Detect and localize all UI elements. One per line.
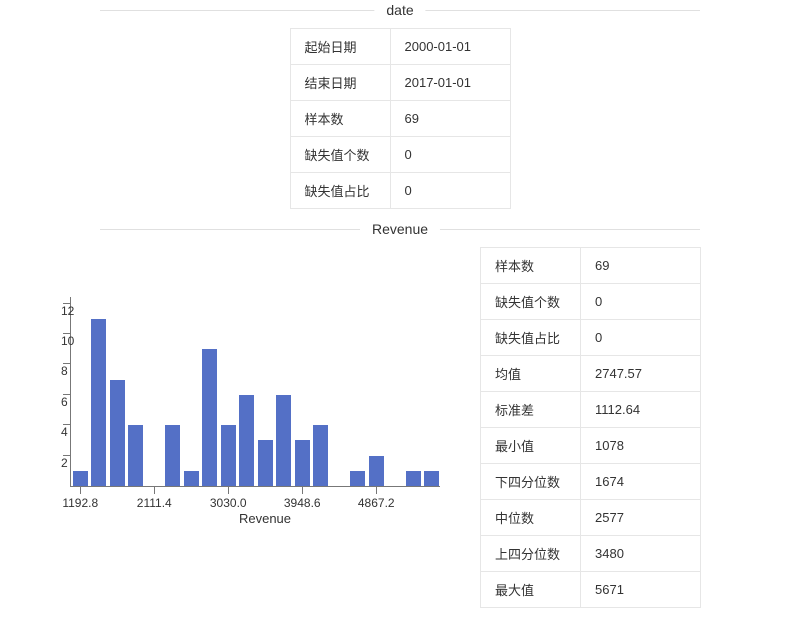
table-row: 起始日期2000-01-01 — [290, 29, 510, 65]
stat-value: 0 — [581, 284, 701, 320]
date-section-header: date — [100, 0, 700, 20]
y-tick-label: 2 — [61, 456, 71, 470]
y-tick-label: 10 — [61, 334, 71, 348]
table-row: 最大值5671 — [481, 572, 701, 608]
stat-value: 0 — [390, 137, 510, 173]
y-tick-label: 6 — [61, 395, 71, 409]
date-section-title: date — [374, 2, 425, 18]
stat-value: 2000-01-01 — [390, 29, 510, 65]
revenue-histogram: 24681012 1192.82111.43030.03948.64867.2 … — [30, 297, 460, 526]
table-row: 均值2747.57 — [481, 356, 701, 392]
revenue-section-header: Revenue — [100, 219, 700, 239]
x-tick-label: 1192.8 — [62, 486, 98, 510]
date-stats-table-wrap: 起始日期2000-01-01结束日期2017-01-01样本数69缺失值个数0缺… — [0, 28, 800, 209]
stat-value: 2577 — [581, 500, 701, 536]
table-row: 缺失值占比0 — [481, 320, 701, 356]
histogram-bar — [350, 471, 365, 486]
stat-label: 上四分位数 — [481, 536, 581, 572]
table-row: 缺失值占比0 — [290, 173, 510, 209]
date-stats-table: 起始日期2000-01-01结束日期2017-01-01样本数69缺失值个数0缺… — [290, 28, 511, 209]
table-row: 中位数2577 — [481, 500, 701, 536]
revenue-histogram-bars — [71, 297, 440, 486]
stat-label: 最大值 — [481, 572, 581, 608]
revenue-stats-table-wrap: 样本数69缺失值个数0缺失值占比0均值2747.57标准差1112.64最小值1… — [460, 247, 770, 608]
stat-label: 缺失值个数 — [481, 284, 581, 320]
stat-value: 1112.64 — [581, 392, 701, 428]
stat-label: 结束日期 — [290, 65, 390, 101]
histogram-bar — [258, 440, 273, 486]
table-row: 标准差1112.64 — [481, 392, 701, 428]
table-row: 样本数69 — [481, 248, 701, 284]
histogram-bar — [313, 425, 328, 486]
stat-value: 3480 — [581, 536, 701, 572]
stat-value: 69 — [581, 248, 701, 284]
histogram-bar — [369, 456, 384, 486]
histogram-bar — [184, 471, 199, 486]
table-row: 最小值1078 — [481, 428, 701, 464]
x-tick-label: 4867.2 — [358, 486, 395, 510]
stat-value: 0 — [390, 173, 510, 209]
y-tick-label: 12 — [61, 304, 71, 318]
stat-value: 2747.57 — [581, 356, 701, 392]
histogram-bar — [221, 425, 236, 486]
x-tick-label: 3948.6 — [284, 486, 321, 510]
revenue-section-title: Revenue — [360, 221, 440, 237]
histogram-bar — [128, 425, 143, 486]
revenue-histogram-plot: 24681012 1192.82111.43030.03948.64867.2 — [70, 297, 440, 487]
stat-value: 1078 — [581, 428, 701, 464]
x-tick-label: 2111.4 — [137, 486, 172, 510]
table-row: 上四分位数3480 — [481, 536, 701, 572]
table-row: 样本数69 — [290, 101, 510, 137]
revenue-stats-table: 样本数69缺失值个数0缺失值占比0均值2747.57标准差1112.64最小值1… — [480, 247, 701, 608]
stat-label: 缺失值个数 — [290, 137, 390, 173]
stat-label: 中位数 — [481, 500, 581, 536]
table-row: 缺失值个数0 — [481, 284, 701, 320]
table-row: 缺失值个数0 — [290, 137, 510, 173]
stat-value: 69 — [390, 101, 510, 137]
stat-label: 起始日期 — [290, 29, 390, 65]
histogram-bar — [295, 440, 310, 486]
revenue-content-row: 24681012 1192.82111.43030.03948.64867.2 … — [0, 247, 800, 618]
histogram-bar — [424, 471, 439, 486]
stat-label: 最小值 — [481, 428, 581, 464]
histogram-bar — [110, 380, 125, 486]
y-tick-label: 4 — [61, 425, 71, 439]
histogram-bar — [91, 319, 106, 486]
histogram-bar — [276, 395, 291, 486]
x-tick-label: 3030.0 — [210, 486, 247, 510]
stat-value: 5671 — [581, 572, 701, 608]
histogram-bar — [73, 471, 88, 486]
stat-value: 1674 — [581, 464, 701, 500]
stat-label: 样本数 — [481, 248, 581, 284]
stat-label: 缺失值占比 — [481, 320, 581, 356]
histogram-bar — [202, 349, 217, 486]
histogram-bar — [239, 395, 254, 486]
stat-label: 下四分位数 — [481, 464, 581, 500]
revenue-chart-column: 24681012 1192.82111.43030.03948.64867.2 … — [30, 247, 460, 526]
revenue-histogram-x-title: Revenue — [70, 511, 460, 526]
stat-label: 标准差 — [481, 392, 581, 428]
histogram-bar — [165, 425, 180, 486]
stat-value: 2017-01-01 — [390, 65, 510, 101]
stat-label: 样本数 — [290, 101, 390, 137]
histogram-bar — [406, 471, 421, 486]
table-row: 下四分位数1674 — [481, 464, 701, 500]
stat-value: 0 — [581, 320, 701, 356]
stat-label: 均值 — [481, 356, 581, 392]
table-row: 结束日期2017-01-01 — [290, 65, 510, 101]
y-tick-label: 8 — [61, 364, 71, 378]
stat-label: 缺失值占比 — [290, 173, 390, 209]
